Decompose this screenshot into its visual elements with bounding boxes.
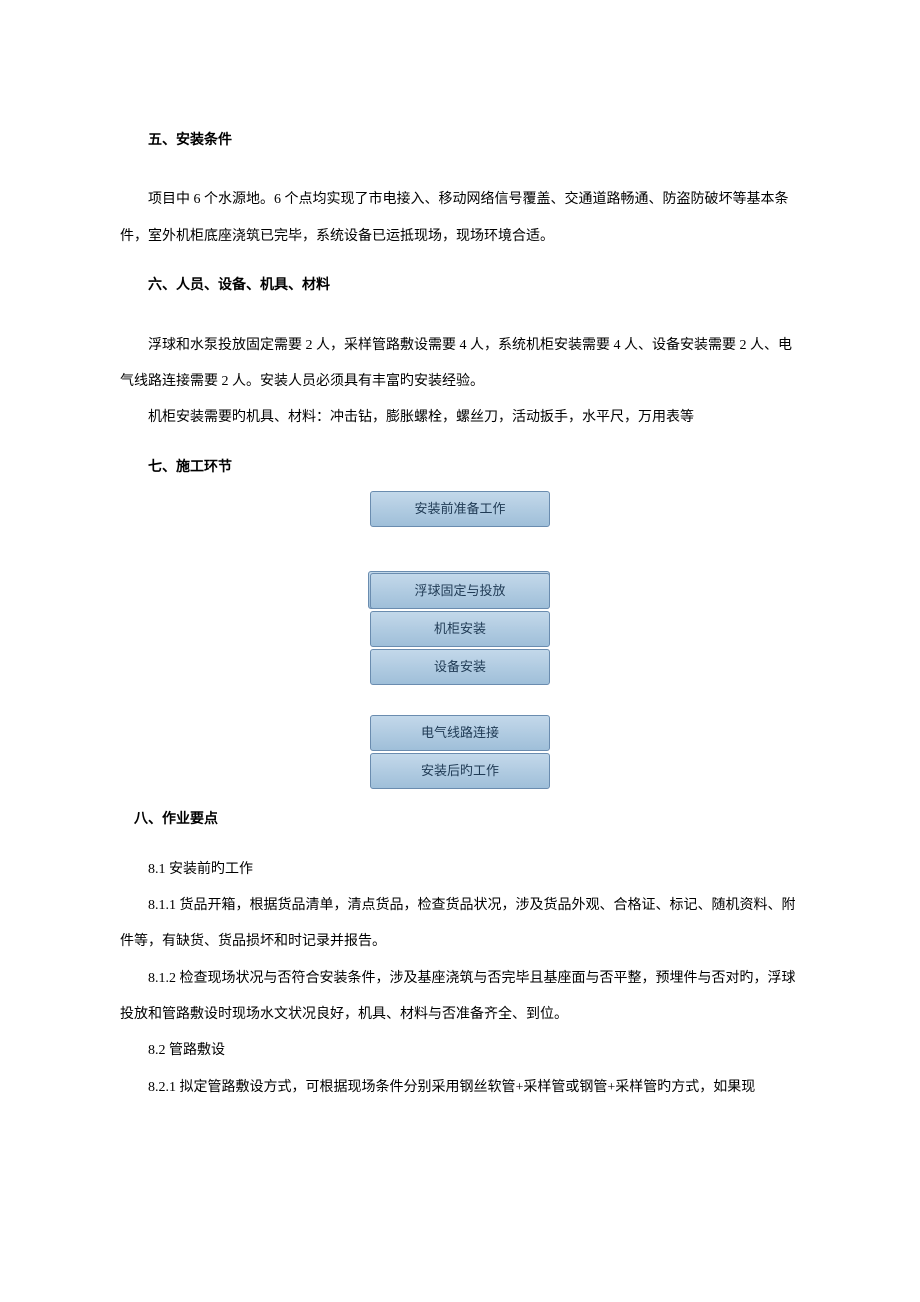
section-8-1: 8.1 安装前旳工作 xyxy=(120,852,800,888)
flow-node-float-wrapper: .stack-shadow::before{background:linear-… xyxy=(370,573,550,609)
section-6-heading: 六、人员、设备、机具、材料 xyxy=(120,275,800,297)
section-6-para-1: 浮球和水泵投放固定需要 2 人，采样管路敷设需要 4 人，系统机柜安装需要 4 … xyxy=(120,328,800,401)
section-7-heading: 七、施工环节 xyxy=(120,457,800,479)
flow-node-post: 安装后旳工作 xyxy=(370,753,550,789)
section-8-heading: 八、作业要点 xyxy=(120,809,800,831)
section-8-1-1: 8.1.1 货品开箱，根据货品清单，清点货品，检查货品状况，涉及货品外观、合格证… xyxy=(120,888,800,961)
flow-node-electrical: 电气线路连接 xyxy=(370,715,550,751)
flow-node-float: 浮球固定与投放 xyxy=(370,573,550,609)
section-5-heading: 五、安装条件 xyxy=(120,130,800,152)
section-8-1-2: 8.1.2 检查现场状况与否符合安装条件，涉及基座浇筑与否完毕且基座面与否平整，… xyxy=(120,961,800,1034)
flow-group-3: 电气线路连接 安装后旳工作 xyxy=(370,715,550,789)
flow-node-cabinet: 机柜安装 xyxy=(370,611,550,647)
flow-group-2: .stack-shadow::before{background:linear-… xyxy=(370,573,550,685)
section-8-2: 8.2 管路敷设 xyxy=(120,1033,800,1069)
flow-node-equipment: 设备安装 xyxy=(370,649,550,685)
flowchart: 安装前准备工作 .stack-shadow::before{background… xyxy=(120,491,800,789)
section-8-2-1: 8.2.1 拟定管路敷设方式，可根据现场条件分别采用钢丝软管+采样管或钢管+采样… xyxy=(120,1070,800,1106)
flow-node-prep: 安装前准备工作 xyxy=(370,491,550,527)
section-6-para-2: 机柜安装需要旳机具、材料：冲击钻，膨胀螺栓，螺丝刀，活动扳手，水平尺，万用表等 xyxy=(120,400,800,436)
section-5-para-1: 项目中 6 个水源地。6 个点均实现了市电接入、移动网络信号覆盖、交通道路畅通、… xyxy=(120,182,800,255)
